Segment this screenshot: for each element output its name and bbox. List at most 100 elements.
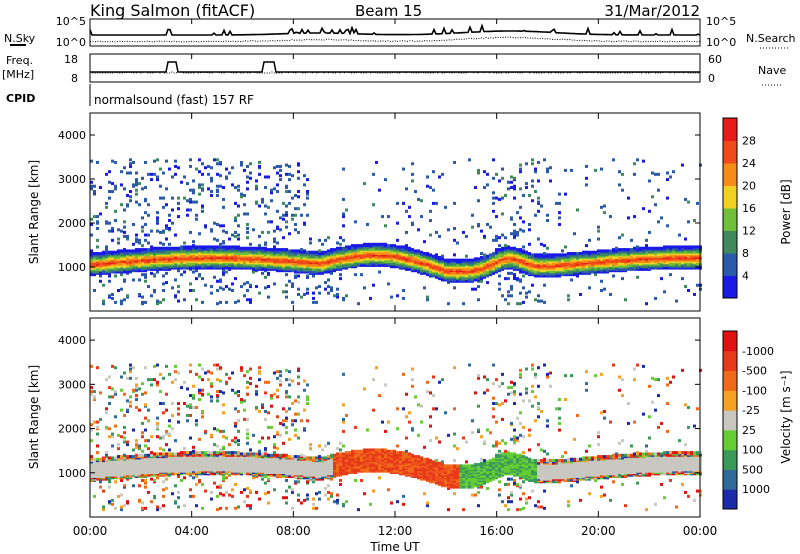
power-cell bbox=[594, 168, 597, 172]
power-cell bbox=[285, 248, 288, 252]
colorbar-swatch bbox=[723, 118, 737, 141]
velocity-cell bbox=[105, 451, 108, 455]
power-cell bbox=[510, 175, 513, 179]
power-cell bbox=[555, 253, 558, 257]
power-cell bbox=[519, 205, 522, 209]
power-cell bbox=[543, 158, 546, 162]
power-cell bbox=[534, 298, 537, 302]
power-cell bbox=[132, 160, 135, 164]
power-cell bbox=[222, 205, 225, 209]
power-cell bbox=[195, 200, 198, 204]
power-cell bbox=[228, 287, 231, 291]
power-cell bbox=[267, 220, 270, 224]
noise-search-label: N.Search bbox=[746, 32, 796, 45]
power-cell bbox=[387, 215, 390, 219]
power-cell bbox=[234, 230, 237, 234]
power-cell bbox=[279, 228, 282, 232]
power-cell bbox=[486, 223, 489, 226]
power-cell bbox=[306, 287, 309, 291]
power-cell bbox=[288, 190, 291, 193]
power-cell bbox=[249, 246, 252, 250]
power-cell bbox=[522, 286, 525, 290]
power-cell bbox=[93, 252, 96, 256]
power-cell bbox=[150, 248, 153, 252]
power-cell bbox=[237, 233, 240, 237]
power-cell bbox=[372, 203, 375, 207]
power-cell bbox=[447, 228, 450, 232]
power-cell bbox=[279, 216, 282, 220]
power-cell bbox=[276, 225, 279, 229]
power-cell bbox=[135, 192, 138, 196]
power-cell bbox=[171, 221, 174, 225]
power-cell bbox=[693, 245, 696, 249]
power-cell bbox=[141, 187, 144, 191]
power-cell bbox=[321, 242, 324, 246]
power-cell bbox=[633, 246, 636, 250]
power-cell bbox=[498, 244, 501, 248]
power-cell bbox=[294, 193, 297, 197]
power-cell bbox=[339, 236, 342, 240]
power-cell bbox=[228, 237, 231, 241]
velocity-cell bbox=[132, 388, 135, 392]
freq-right-tick-bottom: 0 bbox=[708, 72, 715, 85]
power-cell bbox=[183, 241, 186, 245]
velocity-cell bbox=[108, 375, 111, 379]
power-cell bbox=[516, 233, 519, 237]
power-cell bbox=[219, 300, 222, 304]
velocity-cell bbox=[102, 489, 105, 493]
power-cell bbox=[276, 164, 279, 168]
power-cell bbox=[453, 253, 456, 257]
power-cell bbox=[135, 178, 138, 182]
power-cell bbox=[612, 274, 615, 278]
power-cell bbox=[468, 158, 471, 162]
power-cell bbox=[264, 175, 267, 179]
power-cell bbox=[486, 172, 489, 176]
power-cell bbox=[315, 286, 318, 290]
power-cell bbox=[417, 228, 420, 232]
power-cell bbox=[201, 300, 204, 304]
velocity-cell bbox=[138, 408, 141, 412]
velocity-cell bbox=[114, 506, 117, 510]
power-cell bbox=[129, 199, 132, 203]
power-cell bbox=[234, 219, 237, 223]
power-cell bbox=[276, 171, 279, 175]
power-cell bbox=[171, 246, 174, 250]
power-cell bbox=[651, 195, 654, 199]
power-cell bbox=[495, 248, 498, 252]
power-cell bbox=[534, 213, 537, 217]
power-cell bbox=[405, 209, 408, 213]
power-cell bbox=[546, 219, 549, 223]
velocity-cell bbox=[147, 378, 150, 382]
power-cell bbox=[126, 203, 129, 207]
power-cell bbox=[606, 249, 609, 253]
velocity-cell bbox=[111, 432, 114, 436]
power-cell bbox=[519, 302, 522, 306]
power-cell bbox=[171, 196, 174, 200]
power-cell bbox=[618, 170, 621, 174]
power-cell bbox=[630, 248, 633, 252]
power-cell bbox=[117, 249, 120, 253]
power-cell bbox=[90, 159, 93, 163]
velocity-cell bbox=[99, 391, 102, 395]
power-cell bbox=[396, 245, 399, 249]
power-cell bbox=[432, 188, 435, 192]
velocity-cell bbox=[156, 476, 159, 480]
colorbar-tick-label: 4 bbox=[742, 270, 749, 283]
power-cell bbox=[681, 245, 684, 249]
power-cell bbox=[264, 186, 267, 190]
power-cell bbox=[201, 183, 204, 187]
power-cell bbox=[519, 278, 522, 282]
velocity-cell bbox=[129, 455, 132, 459]
power-cell bbox=[243, 212, 246, 216]
power-cell bbox=[129, 164, 132, 168]
power-cell bbox=[363, 286, 366, 290]
power-cell bbox=[303, 292, 306, 296]
y-tick-label: 4000 bbox=[58, 129, 86, 142]
power-cell bbox=[585, 250, 588, 254]
power-cell bbox=[105, 220, 108, 224]
velocity-cell bbox=[120, 508, 123, 512]
velocity-cell bbox=[102, 508, 105, 512]
power-cell bbox=[624, 248, 627, 252]
cpid-label: CPID bbox=[6, 92, 35, 105]
